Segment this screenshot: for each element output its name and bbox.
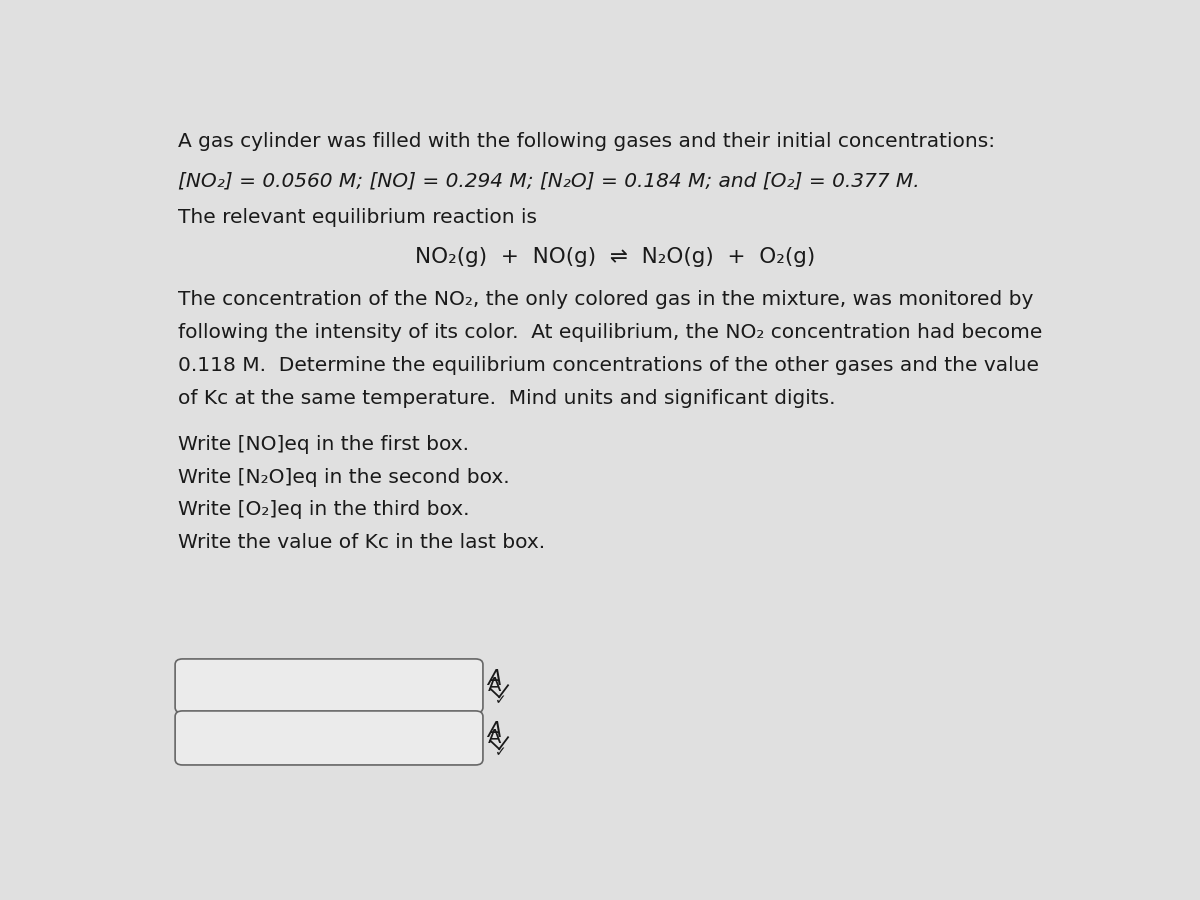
Text: ✓: ✓ [496, 694, 506, 707]
Text: Write the value of Kᴄ in the last box.: Write the value of Kᴄ in the last box. [178, 533, 545, 552]
Text: NO₂(g)  +  NO(g)  ⇌  N₂O(g)  +  O₂(g): NO₂(g) + NO(g) ⇌ N₂O(g) + O₂(g) [415, 247, 815, 266]
Text: A: A [487, 721, 502, 742]
Text: The relevant equilibrium reaction is: The relevant equilibrium reaction is [178, 209, 536, 228]
Text: A gas cylinder was filled with the following gases and their initial concentrati: A gas cylinder was filled with the follo… [178, 132, 995, 151]
Text: [NO₂] = 0.0560 M; [NO] = 0.294 M; [N₂O] = 0.184 M; and [O₂] = 0.377 M.: [NO₂] = 0.0560 M; [NO] = 0.294 M; [N₂O] … [178, 172, 919, 191]
FancyBboxPatch shape [175, 659, 482, 713]
Text: Write [NO]eq in the first box.: Write [NO]eq in the first box. [178, 435, 469, 454]
Text: Write [O₂]eq in the third box.: Write [O₂]eq in the third box. [178, 500, 469, 519]
Text: A: A [487, 676, 500, 696]
Text: ✓: ✓ [496, 745, 506, 760]
Text: 0.118 M.  Determine the equilibrium concentrations of the other gases and the va: 0.118 M. Determine the equilibrium conce… [178, 356, 1039, 375]
Text: Write [N₂O]eq in the second box.: Write [N₂O]eq in the second box. [178, 468, 510, 487]
FancyBboxPatch shape [175, 711, 482, 765]
Text: A: A [487, 670, 502, 689]
Text: A: A [487, 728, 500, 747]
Text: of Kᴄ at the same temperature.  Mind units and significant digits.: of Kᴄ at the same temperature. Mind unit… [178, 390, 835, 409]
Text: The concentration of the NO₂, the only colored gas in the mixture, was monitored: The concentration of the NO₂, the only c… [178, 290, 1033, 309]
Text: following the intensity of its color.  At equilibrium, the NO₂ concentration had: following the intensity of its color. At… [178, 323, 1043, 342]
